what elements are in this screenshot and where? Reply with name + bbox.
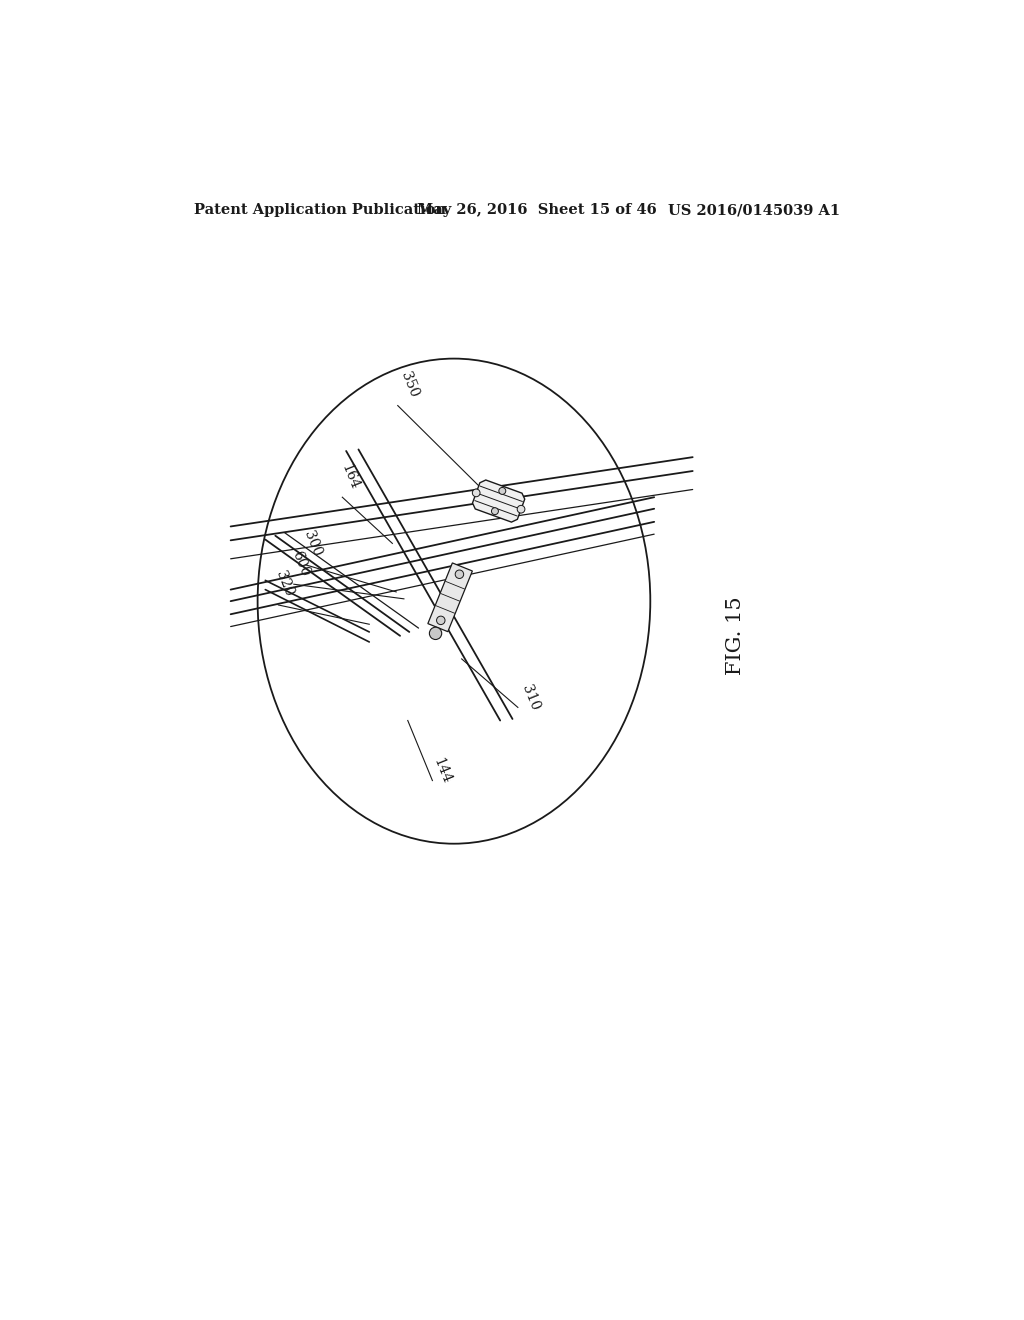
Circle shape	[472, 488, 480, 496]
Text: 144: 144	[431, 756, 454, 785]
Polygon shape	[472, 480, 524, 523]
Text: 310: 310	[519, 684, 543, 713]
Circle shape	[499, 487, 506, 495]
Polygon shape	[428, 562, 472, 632]
Text: 350: 350	[397, 370, 421, 400]
Text: 300: 300	[301, 529, 325, 558]
Circle shape	[456, 570, 464, 578]
Circle shape	[429, 627, 441, 639]
Text: US 2016/0145039 A1: US 2016/0145039 A1	[668, 203, 840, 216]
Circle shape	[436, 616, 445, 624]
Circle shape	[517, 506, 525, 513]
Text: May 26, 2016  Sheet 15 of 46: May 26, 2016 Sheet 15 of 46	[417, 203, 656, 216]
Text: 164: 164	[339, 462, 361, 492]
Text: Patent Application Publication: Patent Application Publication	[194, 203, 445, 216]
Text: 320: 320	[273, 569, 296, 599]
Circle shape	[492, 508, 499, 515]
Text: 600: 600	[289, 549, 312, 578]
Text: FIG. 15: FIG. 15	[726, 597, 744, 675]
